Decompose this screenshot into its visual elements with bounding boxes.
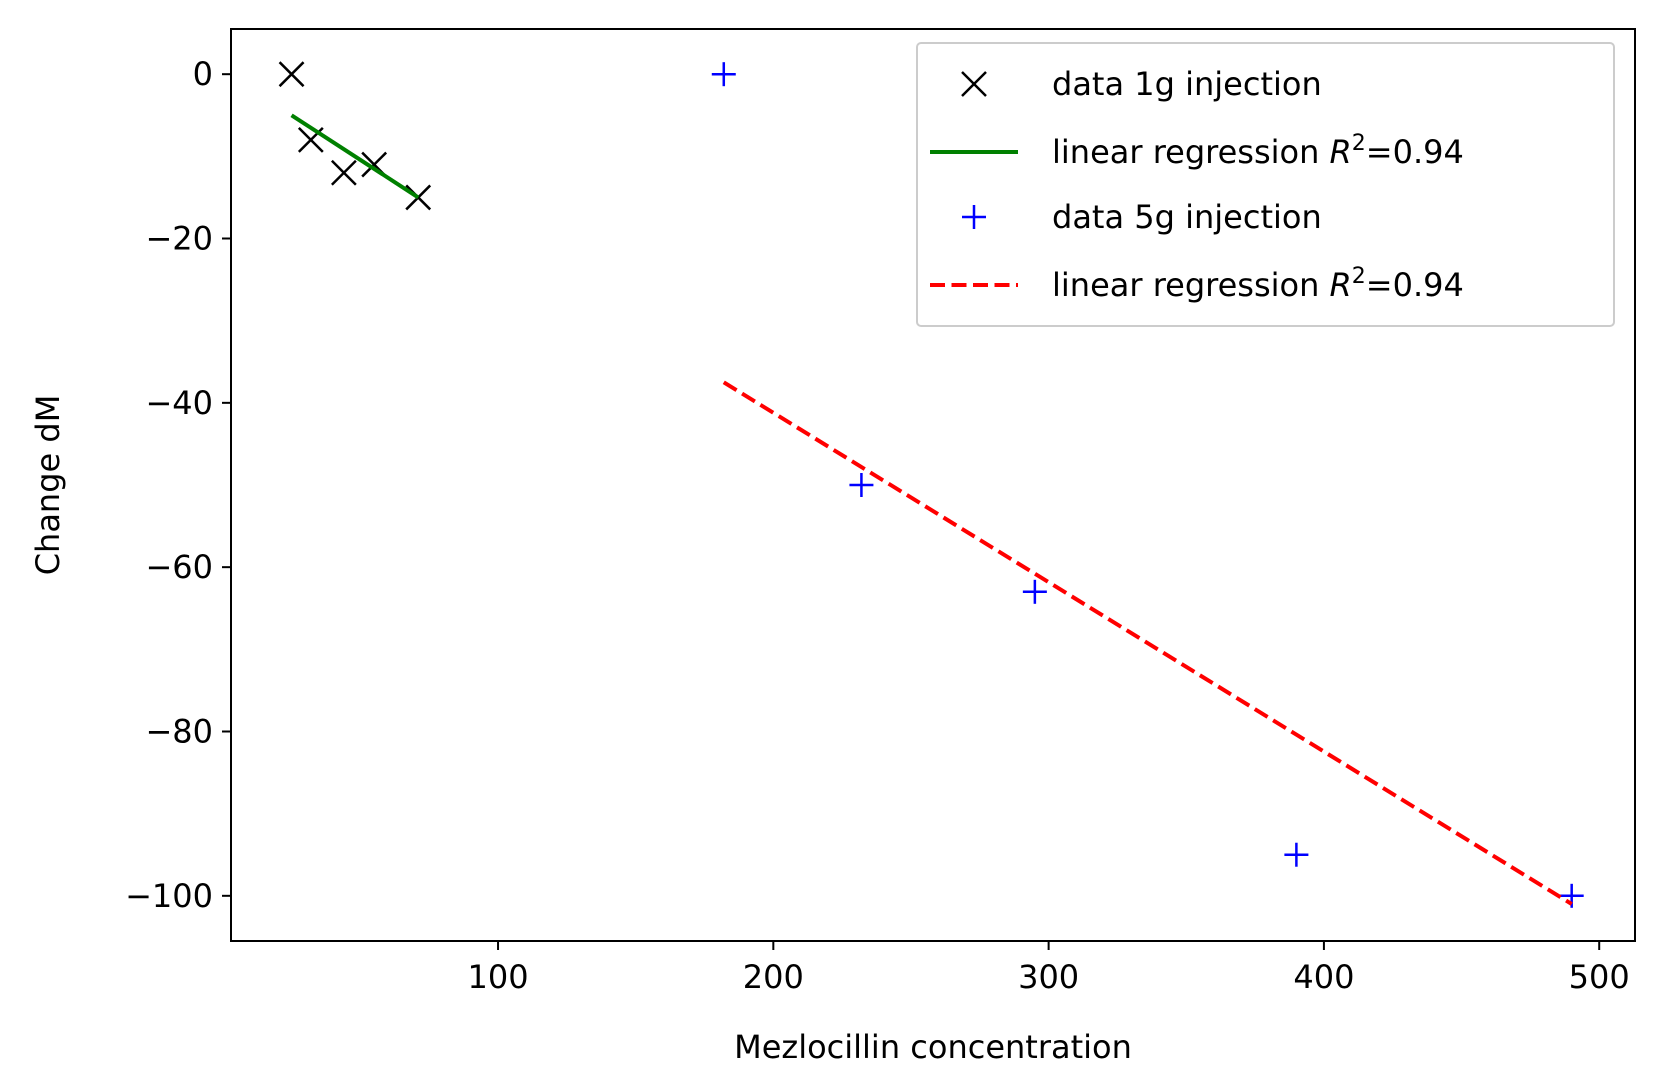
legend-label: data 5g injection bbox=[1052, 198, 1322, 236]
y-tick-label: 0 bbox=[193, 55, 213, 93]
data-point bbox=[1284, 842, 1309, 867]
data-point bbox=[849, 473, 874, 497]
data-point bbox=[1022, 579, 1047, 604]
x-tick-label: 500 bbox=[1569, 958, 1630, 996]
legend-marker-handle bbox=[962, 205, 986, 229]
legend-item: data 1g injection bbox=[961, 65, 1322, 103]
data-point bbox=[711, 62, 736, 87]
x-tick-label: 200 bbox=[743, 958, 804, 996]
legend-box bbox=[916, 42, 1615, 327]
x-tick-label: 400 bbox=[1293, 958, 1354, 996]
legend: data 1g injection linear regression R2=0.… bbox=[916, 42, 1615, 327]
data-point bbox=[278, 61, 305, 88]
x-axis: 100 200 300 400 500 bbox=[467, 941, 1630, 996]
marker-stroke bbox=[961, 71, 987, 97]
x-axis-label: Mezlocillin concentration bbox=[734, 1028, 1132, 1066]
legend-marker-handle bbox=[961, 71, 987, 97]
marker-stroke bbox=[278, 61, 305, 88]
x-tick-label: 100 bbox=[467, 958, 528, 996]
x-tick-label: 300 bbox=[1018, 958, 1079, 996]
legend-item: linear regression R2=0.94 bbox=[930, 131, 1464, 171]
marker-stroke bbox=[361, 151, 388, 178]
legend-item: data 5g injection bbox=[962, 198, 1322, 236]
marker-stroke bbox=[330, 159, 357, 186]
y-tick-label: −40 bbox=[145, 384, 213, 422]
y-tick-label: −100 bbox=[125, 877, 213, 915]
legend-item: linear regression R2=0.94 bbox=[930, 264, 1464, 304]
legend-label: data 1g injection bbox=[1052, 65, 1322, 103]
regression-line bbox=[722, 380, 1573, 906]
series-2 bbox=[711, 62, 1584, 908]
plot-marks bbox=[278, 61, 1584, 908]
legend-label: linear regression R2=0.94 bbox=[1052, 264, 1464, 304]
y-axis-label: Change dM bbox=[29, 395, 67, 576]
y-tick-label: −20 bbox=[145, 220, 213, 258]
regression-line bbox=[290, 113, 420, 200]
series-1 bbox=[290, 113, 420, 200]
series-3 bbox=[722, 380, 1573, 906]
data-point bbox=[330, 159, 357, 186]
legend-label: linear regression R2=0.94 bbox=[1052, 131, 1464, 171]
y-tick-label: −80 bbox=[145, 712, 213, 750]
y-axis: 0 −20 −40 −60 −80 −100 bbox=[125, 55, 231, 915]
y-tick-label: −60 bbox=[145, 548, 213, 586]
plot-frame bbox=[230, 28, 1636, 942]
